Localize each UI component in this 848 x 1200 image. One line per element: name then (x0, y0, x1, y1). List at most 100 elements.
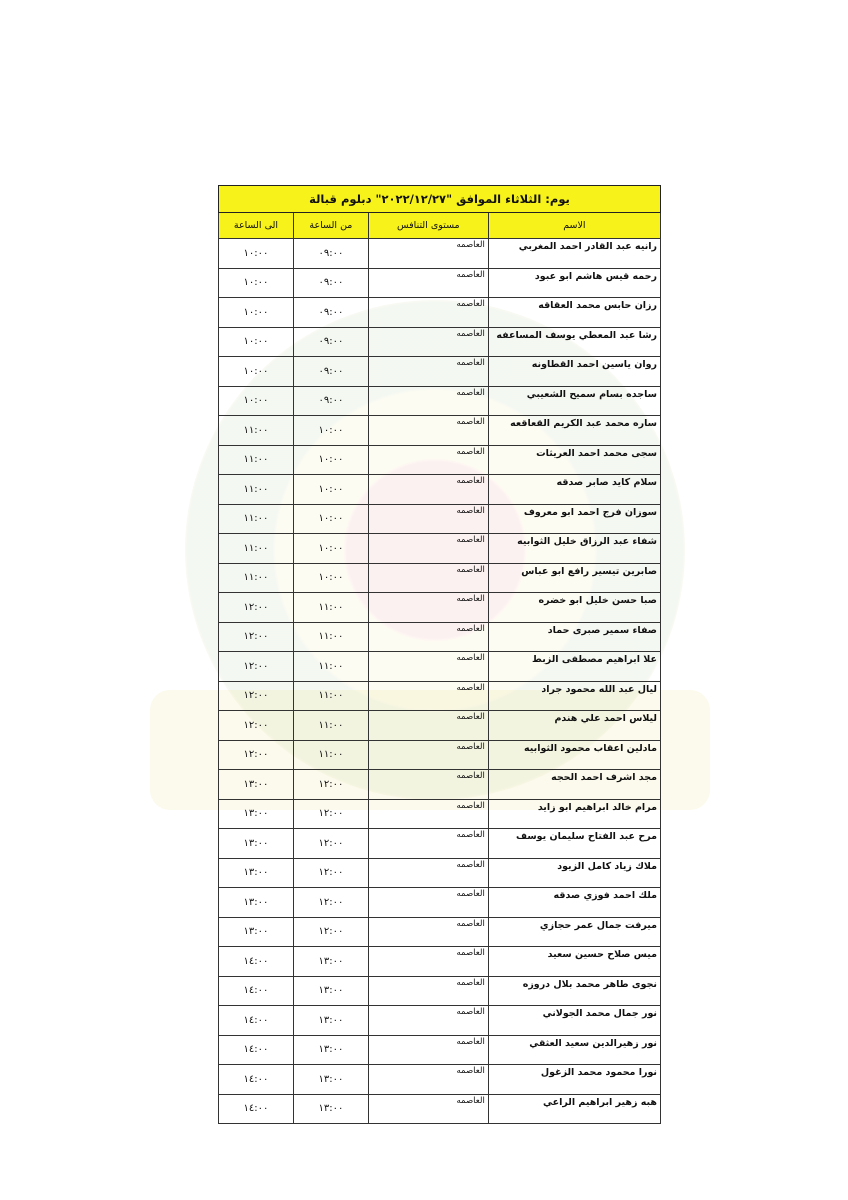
cell-from-time: ١٠:٠٠ (292, 415, 369, 446)
cell-to-time: ١٢:٠٠ (218, 621, 294, 652)
table-row: ليال عبد الله محمود جراد العاصمه ١١:٠٠ ١٢:٠… (218, 680, 662, 711)
cell-to-time: ١١:٠٠ (218, 533, 294, 564)
cell-to-time: ١٢:٠٠ (218, 710, 294, 741)
table-row: نورا محمود محمد الزغول العاصمه ١٣:٠٠ ١٤:٠٠ (218, 1064, 662, 1095)
cell-to-time: ١٣:٠٠ (218, 916, 294, 947)
cell-name: مرام خالد ابراهيم ابو زايد (487, 798, 662, 829)
table-row: ميس صلاح حسين سعيد العاصمه ١٣:٠٠ ١٤:٠٠ (218, 946, 662, 977)
cell-level: العاصمه (367, 887, 489, 918)
cell-to-time: ١٣:٠٠ (218, 828, 294, 859)
cell-name: صابرين تيسير رافع ابو عباس (487, 562, 662, 593)
table-row: هبه زهير ابراهيم الراعي العاصمه ١٣:٠٠ ١٤:٠٠ (218, 1093, 662, 1124)
cell-name: نور زهيرالدين سعيد العثقي (487, 1034, 662, 1065)
cell-from-time: ١٢:٠٠ (292, 828, 369, 859)
cell-from-time: ٠٩:٠٠ (292, 297, 369, 328)
cell-name: نور جمال محمد الجولاني (487, 1005, 662, 1036)
cell-level: العاصمه (367, 1034, 489, 1065)
cell-name: سجى محمد احمد العريثات (487, 444, 662, 475)
cell-level: العاصمه (367, 975, 489, 1006)
cell-level: العاصمه (367, 385, 489, 416)
cell-to-time: ١٤:٠٠ (218, 1005, 294, 1036)
table-row: علا ابراهيم مصطفى الزبط العاصمه ١١:٠٠ ١٢:٠٠ (218, 651, 662, 682)
cell-to-time: ١٣:٠٠ (218, 769, 294, 800)
cell-to-time: ١٢:٠٠ (218, 592, 294, 623)
cell-name: ليال عبد الله محمود جراد (487, 680, 662, 711)
cell-name: رحمه قيس هاشم ابو عبود (487, 267, 662, 298)
table-row: ملك احمد فوزي صدقه العاصمه ١٢:٠٠ ١٣:٠٠ (218, 887, 662, 918)
cell-name: شفاء عبد الرزاق خليل الثوابيه (487, 533, 662, 564)
cell-from-time: ١٠:٠٠ (292, 533, 369, 564)
cell-name: رشا عبد المعطي يوسف المساعفه (487, 326, 662, 357)
table-row: سوزان فرج احمد ابو معروف العاصمه ١٠:٠٠ ١١:٠… (218, 503, 662, 534)
cell-from-time: ١٢:٠٠ (292, 798, 369, 829)
cell-name: سوزان فرج احمد ابو معروف (487, 503, 662, 534)
cell-to-time: ١٠:٠٠ (218, 297, 294, 328)
cell-from-time: ١٠:٠٠ (292, 474, 369, 505)
cell-from-time: ٠٩:٠٠ (292, 385, 369, 416)
cell-to-time: ١٤:٠٠ (218, 1034, 294, 1065)
cell-name: سلام كايد صابر صدقه (487, 474, 662, 505)
cell-to-time: ١٤:٠٠ (218, 1064, 294, 1095)
cell-level: العاصمه (367, 503, 489, 534)
cell-name: رانيه عبد القادر احمد المغربي (487, 238, 662, 269)
cell-from-time: ١١:٠٠ (292, 621, 369, 652)
cell-level: العاصمه (367, 1005, 489, 1036)
cell-name: ملك احمد فوزي صدقه (487, 887, 662, 918)
cell-from-time: ٠٩:٠٠ (292, 326, 369, 357)
cell-from-time: ١٢:٠٠ (292, 769, 369, 800)
cell-from-time: ١٣:٠٠ (292, 1005, 369, 1036)
column-header-name: الاسم (487, 212, 662, 239)
cell-from-time: ١١:٠٠ (292, 710, 369, 741)
cell-from-time: ١٣:٠٠ (292, 975, 369, 1006)
cell-level: العاصمه (367, 238, 489, 269)
cell-name: ساره محمد عبد الكريم القعاقعه (487, 415, 662, 446)
cell-level: العاصمه (367, 415, 489, 446)
cell-from-time: ١٣:٠٠ (292, 1034, 369, 1065)
table-row: صبا حسن خليل ابو خضره العاصمه ١١:٠٠ ١٢:٠٠ (218, 592, 662, 623)
table-title: يوم: الثلاثاء الموافق "٢٠٢٢/١٢/٢٧" دبلوم… (218, 185, 661, 213)
table-row: رانيه عبد القادر احمد المغربي العاصمه ٠٩:٠… (218, 238, 662, 269)
table-row: سلام كايد صابر صدقه العاصمه ١٠:٠٠ ١١:٠٠ (218, 474, 662, 505)
table-row: شفاء عبد الرزاق خليل الثوابيه العاصمه ١٠:٠… (218, 533, 662, 564)
cell-to-time: ١٢:٠٠ (218, 651, 294, 682)
cell-from-time: ١١:٠٠ (292, 651, 369, 682)
cell-to-time: ١١:٠٠ (218, 444, 294, 475)
cell-to-time: ١٤:٠٠ (218, 1093, 294, 1124)
table-row: روان ياسين احمد القطاونه العاصمه ٠٩:٠٠ ١٠:٠… (218, 356, 662, 387)
cell-name: مرح عبد الفتاح سليمان يوسف (487, 828, 662, 859)
cell-level: العاصمه (367, 857, 489, 888)
cell-to-time: ١٤:٠٠ (218, 946, 294, 977)
cell-level: العاصمه (367, 444, 489, 475)
table-row: ليلاس احمد علي هندم العاصمه ١١:٠٠ ١٢:٠٠ (218, 710, 662, 741)
cell-from-time: ٠٩:٠٠ (292, 238, 369, 269)
table-row: نور زهيرالدين سعيد العثقي العاصمه ١٣:٠٠ ١٤:… (218, 1034, 662, 1065)
cell-from-time: ٠٩:٠٠ (292, 267, 369, 298)
cell-name: علا ابراهيم مصطفى الزبط (487, 651, 662, 682)
cell-from-time: ١٢:٠٠ (292, 916, 369, 947)
cell-level: العاصمه (367, 916, 489, 947)
cell-from-time: ١٢:٠٠ (292, 857, 369, 888)
cell-to-time: ١٠:٠٠ (218, 385, 294, 416)
cell-level: العاصمه (367, 326, 489, 357)
cell-to-time: ١٣:٠٠ (218, 798, 294, 829)
cell-name: ليلاس احمد علي هندم (487, 710, 662, 741)
cell-level: العاصمه (367, 1093, 489, 1124)
cell-level: العاصمه (367, 680, 489, 711)
table-row: نجوى طاهر محمد بلال دروزه العاصمه ١٣:٠٠ ١٤:… (218, 975, 662, 1006)
cell-name: روان ياسين احمد القطاونه (487, 356, 662, 387)
cell-level: العاصمه (367, 562, 489, 593)
cell-to-time: ١٠:٠٠ (218, 356, 294, 387)
table-row: سجى محمد احمد العريثات العاصمه ١٠:٠٠ ١١:٠٠ (218, 444, 662, 475)
schedule-table: يوم: الثلاثاء الموافق "٢٠٢٢/١٢/٢٧" دبلوم… (218, 185, 662, 1124)
table-row: صابرين تيسير رافع ابو عباس العاصمه ١٠:٠٠ ١١… (218, 562, 662, 593)
cell-name: صفاء سمير صبرى حماد (487, 621, 662, 652)
column-header-to: الى الساعة (218, 212, 294, 239)
cell-name: ميرفت جمال عمر حجازي (487, 916, 662, 947)
cell-to-time: ١٢:٠٠ (218, 680, 294, 711)
cell-to-time: ١٣:٠٠ (218, 857, 294, 888)
table-row: صفاء سمير صبرى حماد العاصمه ١١:٠٠ ١٢:٠٠ (218, 621, 662, 652)
cell-level: العاصمه (367, 946, 489, 977)
cell-level: العاصمه (367, 356, 489, 387)
cell-level: العاصمه (367, 621, 489, 652)
cell-level: العاصمه (367, 710, 489, 741)
